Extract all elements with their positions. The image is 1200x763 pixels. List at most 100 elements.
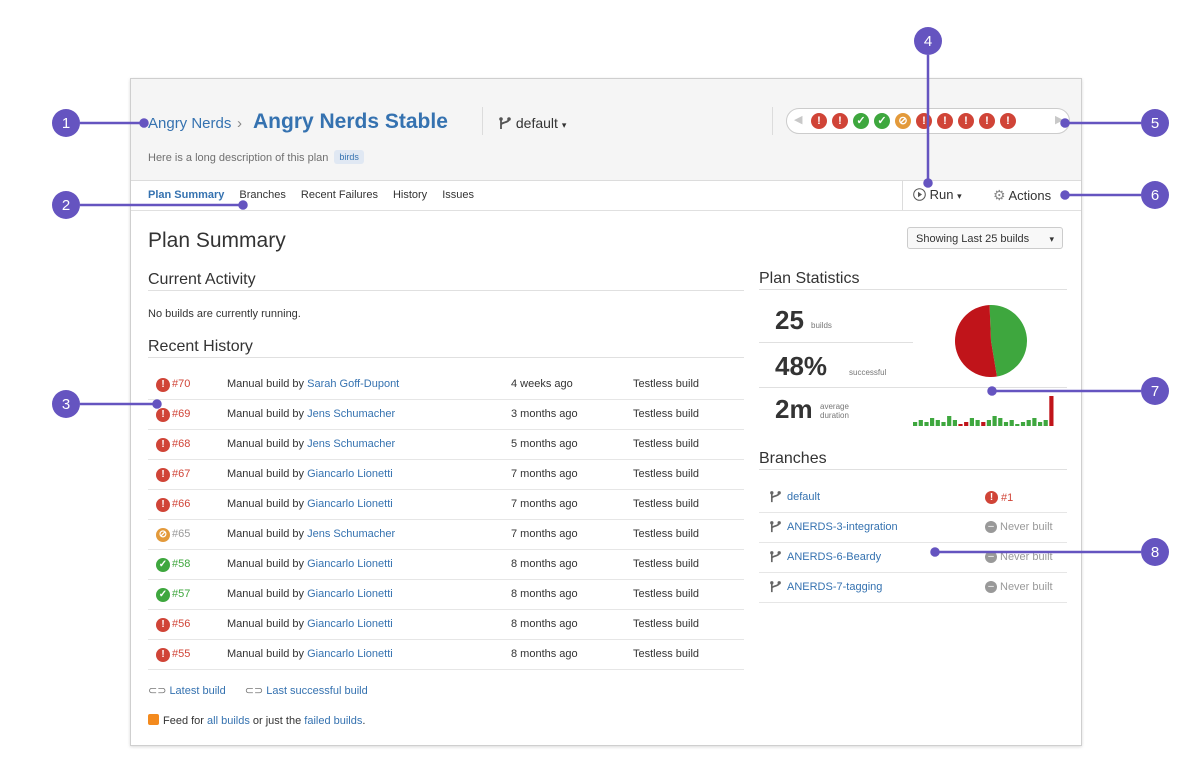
duration-bar <box>1009 420 1014 426</box>
build-status-failed-icon[interactable]: ! <box>832 113 848 129</box>
branch-name-link[interactable]: ANERDS-3-integration <box>787 521 898 533</box>
build-status-unknown-icon[interactable]: ⊘ <box>895 113 911 129</box>
build-number-link[interactable]: #58 <box>172 558 191 570</box>
recent-history-table: ! #70 Manual build by Sarah Goff-Dupont 4 w… <box>148 370 744 670</box>
build-status-failed-icon[interactable]: ! <box>979 113 995 129</box>
build-status-failed-icon[interactable]: ! <box>937 113 953 129</box>
build-time: 7 months ago <box>511 468 578 480</box>
build-failed-icon: ! <box>985 491 998 504</box>
showing-builds-label: Showing Last 25 builds <box>916 233 1030 245</box>
tab-plan-summary[interactable]: Plan Summary <box>148 189 225 201</box>
gear-icon: ⚙ <box>993 187 1006 203</box>
build-number-link[interactable]: #66 <box>172 498 191 510</box>
current-activity-heading: Current Activity <box>148 271 256 288</box>
build-number-link[interactable]: #65 <box>172 528 191 540</box>
build-time: 5 months ago <box>511 438 578 450</box>
build-status-failed-icon[interactable]: ! <box>1000 113 1016 129</box>
build-user-link[interactable]: Giancarlo Lionetti <box>307 618 393 630</box>
build-status-success-icon[interactable]: ✓ <box>874 113 890 129</box>
duration-bar <box>913 422 918 426</box>
feed-failed-builds-link[interactable]: failed builds <box>304 715 363 727</box>
build-user-link[interactable]: Giancarlo Lionetti <box>307 468 393 480</box>
plan-label-tag[interactable]: birds <box>334 150 364 164</box>
branch-name-link[interactable]: ANERDS-6-Beardy <box>787 551 882 563</box>
duration-bar <box>947 416 952 426</box>
bamboo-plan-window: Angry Nerds › Angry Nerds Stable default… <box>130 78 1082 746</box>
build-user-link[interactable]: Giancarlo Lionetti <box>307 498 393 510</box>
play-icon <box>913 188 926 201</box>
build-number-link[interactable]: #57 <box>172 588 191 600</box>
feed-suffix-text: . <box>362 715 366 727</box>
build-user-link[interactable]: Giancarlo Lionetti <box>307 588 393 600</box>
branch-status-text: #1 <box>1001 491 1014 504</box>
actions-button[interactable]: ⚙ Actions <box>993 187 1051 204</box>
stat-divider <box>759 342 913 343</box>
build-user-link[interactable]: Jens Schumacher <box>307 438 396 450</box>
branches-heading: Branches <box>759 450 827 467</box>
stat-divider <box>759 387 1067 388</box>
build-test-summary: Testless build <box>633 468 700 480</box>
build-test-summary: Testless build <box>633 618 700 630</box>
never-built-icon: – <box>985 581 997 593</box>
build-number-link[interactable]: #68 <box>172 438 191 450</box>
build-test-summary: Testless build <box>633 408 700 420</box>
plan-title[interactable]: Angry Nerds Stable <box>253 110 448 133</box>
build-reason: Manual build by Giancarlo Lionetti <box>227 588 393 600</box>
pie-slice-failed <box>955 305 997 377</box>
build-number-link[interactable]: #67 <box>172 468 191 480</box>
build-user-link[interactable]: Jens Schumacher <box>307 528 396 540</box>
build-number-link[interactable]: #70 <box>172 378 191 390</box>
strip-prev-arrow-icon[interactable]: ◀ <box>794 114 803 126</box>
build-status-failed-icon[interactable]: ! <box>811 113 827 129</box>
branch-name-link[interactable]: ANERDS-7-tagging <box>787 581 883 593</box>
build-number-link[interactable]: #56 <box>172 618 191 630</box>
branch-name-link[interactable]: default <box>787 491 821 503</box>
branch-status: – Never built <box>985 581 1053 593</box>
section-divider <box>148 357 744 358</box>
build-number-link[interactable]: #69 <box>172 408 191 420</box>
build-user-link[interactable]: Giancarlo Lionetti <box>307 648 393 660</box>
last-successful-build-link[interactable]: Last successful build <box>266 685 368 697</box>
build-test-summary: Testless build <box>633 528 700 540</box>
branch-selector[interactable]: default ▾ <box>498 115 566 131</box>
history-row: ! #68 Manual build by Jens Schumacher 5 mon… <box>148 430 744 460</box>
history-row: ⊘ #65 Manual build by Jens Schumacher 7 mon… <box>148 520 744 550</box>
build-user-link[interactable]: Jens Schumacher <box>307 408 396 420</box>
branch-status[interactable]: ! #1 <box>985 491 1013 504</box>
tab-branches[interactable]: Branches <box>239 189 286 201</box>
build-status-failed-icon[interactable]: ! <box>958 113 974 129</box>
duration-bar <box>952 420 957 426</box>
tab-issues[interactable]: Issues <box>442 189 474 201</box>
build-reason: Manual build by Sarah Goff-Dupont <box>227 378 399 390</box>
duration-bar <box>1049 396 1054 426</box>
latest-build-link[interactable]: Latest build <box>169 685 226 697</box>
branch-icon <box>769 551 782 566</box>
average-duration: 2m <box>775 394 813 424</box>
header-divider <box>772 107 773 135</box>
branch-icon <box>769 581 782 596</box>
build-reason: Manual build by Giancarlo Lionetti <box>227 468 393 480</box>
plan-description: Here is a long description of this plan <box>148 152 329 164</box>
history-row: ! #66 Manual build by Giancarlo Lionetti 7 … <box>148 490 744 520</box>
duration-bar <box>1003 422 1009 426</box>
duration-bar <box>1020 422 1026 426</box>
strip-next-arrow-icon[interactable]: ▶ <box>1055 114 1064 126</box>
build-user-link[interactable]: Sarah Goff-Dupont <box>307 378 400 390</box>
tab-history[interactable]: History <box>392 189 428 201</box>
build-number-link[interactable]: #55 <box>172 648 191 660</box>
link-icon: ⊂⊃ <box>244 685 264 697</box>
branch-icon <box>499 117 511 129</box>
build-status-success-icon[interactable]: ✓ <box>853 113 869 129</box>
build-user-link[interactable]: Giancarlo Lionetti <box>307 558 393 570</box>
feed-all-builds-link[interactable]: all builds <box>207 715 250 727</box>
run-button[interactable]: Run ▾ <box>913 187 962 202</box>
average-duration-label: average duration <box>820 402 849 420</box>
callout-4: 4 <box>914 27 942 55</box>
build-status-dots: !! ✓ ✓ ⊘!!!!! <box>811 113 1016 129</box>
callout-7: 7 <box>1141 377 1169 405</box>
showing-builds-dropdown[interactable]: Showing Last 25 builds ▾ <box>907 227 1063 249</box>
toolbar-divider <box>902 180 903 210</box>
breadcrumb-project-link[interactable]: Angry Nerds <box>148 115 232 132</box>
branches-list: default! #1 ANERDS-3-integration – Never bui… <box>759 483 1067 603</box>
tab-recent-failures[interactable]: Recent Failures <box>300 189 378 201</box>
